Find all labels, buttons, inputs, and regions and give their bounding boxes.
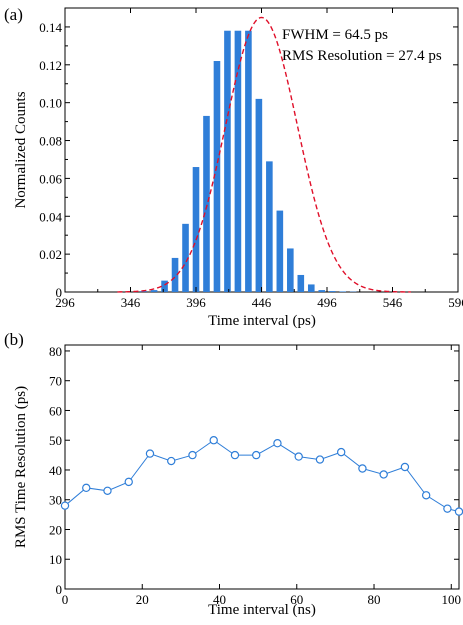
x-tick-label: 446	[252, 295, 272, 310]
histogram-bar	[266, 161, 273, 292]
panel-b: (b) 0 10 20 30 40 50 60 70 80 0 20 40 60 80 100 Time …	[4, 330, 463, 618]
y-axis-ticks: 0 0.02 0.04 0.06 0.08 0.10 0.12 0.14	[39, 20, 458, 300]
panel-a: (a) 0 0.02 0.04 0.06 0.08 0.10 0.12 0.14 296 346…	[4, 5, 463, 329]
x-tick-label: 60	[290, 592, 303, 607]
x-tick-label: 296	[55, 295, 75, 310]
data-point	[358, 464, 367, 473]
y-tick-label: 30	[49, 493, 62, 508]
y-tick-label: 0.04	[39, 209, 62, 224]
data-point	[124, 477, 133, 487]
data-point	[379, 470, 388, 479]
y-tick-label: 70	[49, 374, 62, 389]
x-axis-label: Time interval (ps)	[208, 313, 316, 329]
data-point	[454, 507, 463, 516]
y-axis-ticks: 0 10 20 30 40 50 60 70 80	[49, 344, 459, 597]
gaussian-fit-curve	[117, 16, 411, 293]
data-point	[230, 450, 240, 460]
data-point	[60, 501, 70, 510]
data-point	[273, 439, 282, 448]
data-point	[103, 486, 112, 495]
y-tick-label: 0	[56, 285, 63, 300]
y-tick-label: 20	[49, 522, 62, 537]
histogram-bar	[203, 115, 210, 292]
data-point	[82, 483, 91, 493]
x-tick-label: 596	[448, 295, 463, 310]
x-tick-label: 496	[317, 295, 337, 310]
histogram-bar	[192, 167, 200, 292]
data-point	[443, 504, 452, 513]
y-axis-label: Normalized Counts	[13, 91, 29, 208]
fwhm-annotation: FWHM = 64.5 ps	[282, 27, 388, 43]
x-axis-ticks: 0 20 40 60 80 100	[62, 345, 461, 607]
x-axis-label: Time interval (ns)	[208, 602, 316, 618]
histogram-bar	[224, 30, 231, 292]
data-point	[145, 449, 155, 458]
y-tick-label: 40	[49, 463, 62, 478]
data-point	[188, 450, 197, 460]
x-tick-label: 80	[368, 592, 381, 607]
histogram-bar	[318, 290, 326, 292]
histogram-bar	[182, 223, 189, 292]
histogram-bar	[339, 291, 347, 292]
histogram-bar	[297, 274, 305, 292]
y-tick-label: 0.08	[39, 134, 62, 149]
rms-annotation: RMS Resolution = 27.4 ps	[282, 48, 442, 64]
y-axis-label: RMS Time Resolution (ps)	[13, 386, 29, 548]
histogram-bar	[161, 280, 168, 292]
panel-a-label: (a)	[4, 5, 23, 24]
x-tick-label: 546	[383, 295, 403, 310]
histogram-bar	[234, 30, 242, 292]
histogram-bar	[171, 257, 179, 292]
histogram-bar	[307, 284, 315, 292]
y-tick-label: 0.06	[39, 171, 62, 186]
histogram-bar	[213, 61, 221, 293]
x-axis-ticks: 296 346 396 446 496 546 596	[55, 8, 463, 310]
x-tick-label: 346	[121, 295, 141, 310]
data-point	[315, 455, 325, 464]
histogram-bar	[255, 98, 263, 292]
histogram-bars	[140, 30, 357, 293]
histogram-bar	[276, 210, 284, 292]
y-tick-label: 50	[49, 433, 62, 448]
y-tick-label: 0.14	[39, 20, 62, 35]
y-tick-label: 80	[49, 344, 62, 359]
histogram-bar	[150, 290, 158, 292]
data-point	[421, 491, 431, 500]
data-point	[209, 436, 218, 445]
y-tick-label: 0	[56, 582, 63, 597]
y-tick-label: 0.02	[39, 247, 62, 262]
data-point	[336, 447, 346, 457]
data-point	[167, 456, 176, 466]
x-tick-label: 396	[186, 295, 206, 310]
x-tick-label: 20	[136, 592, 149, 607]
histogram-bar	[245, 30, 252, 292]
y-tick-label: 0.12	[39, 58, 62, 73]
data-point	[294, 452, 303, 461]
histogram-bar	[287, 248, 294, 292]
histogram-bar	[140, 291, 147, 292]
panel-b-frame	[64, 344, 460, 590]
x-tick-label: 40	[213, 592, 226, 607]
y-tick-label: 60	[49, 403, 62, 418]
panel-b-label: (b)	[4, 330, 24, 349]
data-point	[400, 462, 410, 472]
x-tick-label: 100	[442, 592, 462, 607]
rms-series-points	[60, 436, 463, 516]
rms-series-line	[64, 439, 460, 513]
x-tick-label: 0	[62, 592, 69, 607]
histogram-bar	[328, 291, 336, 292]
y-tick-label: 10	[49, 552, 62, 567]
data-point	[252, 450, 261, 460]
y-tick-label: 0.10	[39, 96, 62, 111]
